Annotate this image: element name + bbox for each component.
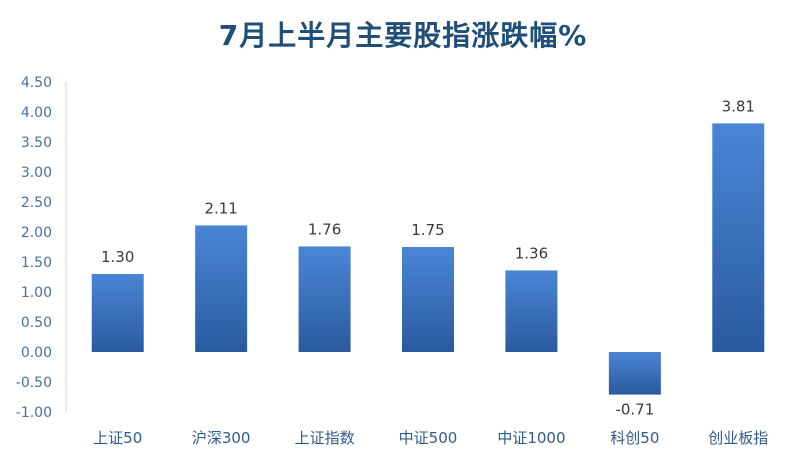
data-label: 1.36 [515,244,548,262]
y-tick-label: 4.50 [21,75,52,91]
bar-0 [91,274,144,352]
x-tick-label: 科创50 [610,429,659,447]
bar-3 [402,247,454,352]
data-label: 1.76 [308,220,341,238]
data-label: 1.75 [411,221,444,239]
x-tick-label: 上证指数 [295,429,355,447]
bar-2 [298,246,351,352]
bar-6 [712,123,765,353]
y-tick-label: 4.00 [21,105,52,121]
data-label: 1.30 [101,248,134,266]
y-tick-label: 0.00 [21,345,52,361]
x-tick-label: 创业板指 [708,429,768,447]
x-tick-label: 中证500 [399,429,458,447]
y-tick-label: -1.00 [16,405,52,421]
data-label: -0.71 [615,401,654,419]
y-tick-label: 1.50 [21,255,52,271]
y-tick-label: 2.00 [21,225,52,241]
data-label: 3.81 [722,97,755,115]
y-tick-label: 1.00 [21,285,52,301]
bar-5 [608,352,661,395]
y-tick-label: 2.50 [21,195,52,211]
x-tick-label: 上证50 [93,429,142,447]
bar-4 [505,270,558,352]
y-tick-label: 3.00 [21,165,52,181]
x-tick-label: 沪深300 [192,429,251,447]
y-tick-label: 3.50 [21,135,52,151]
data-label: 2.11 [204,199,237,217]
y-tick-label: -0.50 [16,375,52,391]
bar-1 [195,225,248,352]
chart-title: 7月上半月主要股指涨跌幅% [218,19,588,52]
y-tick-label: 0.50 [21,315,52,331]
x-tick-label: 中证1000 [497,429,565,447]
